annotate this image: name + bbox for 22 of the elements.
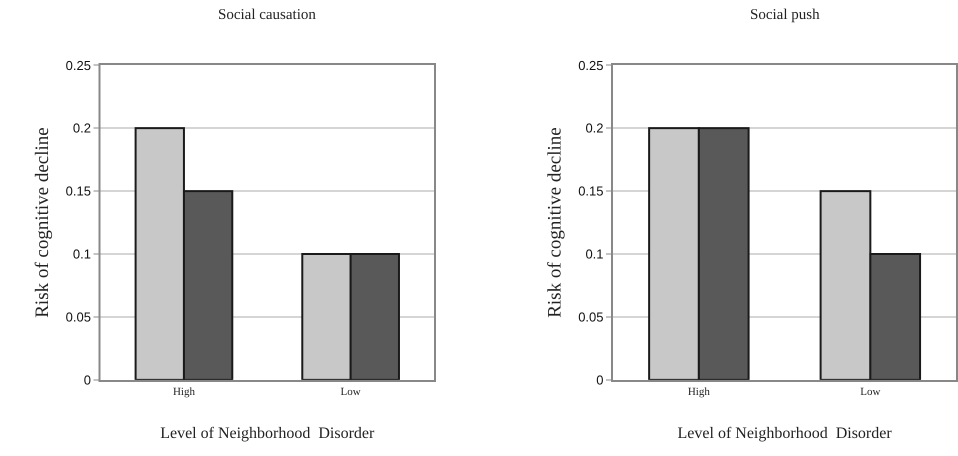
y-tick-label: 0.05 [578,309,604,324]
x-tick-label: High [688,386,710,398]
y-tick-label: 0.15 [66,184,91,199]
y-tick-label: 0.25 [578,58,604,73]
x-axis-title: Level of Neighborhood Disorder [160,425,376,442]
y-tick-label: 0.2 [585,120,604,136]
y-tick-label: 0.1 [72,246,91,262]
y-tick-label: 0.25 [66,58,91,73]
y-tick-label: 0.2 [72,120,91,136]
chart-title: Social push [750,7,820,23]
chart-title: Social causation [218,7,316,23]
x-tick-label: Low [340,386,361,398]
y-axis-title: Risk of cognitive decline [544,127,566,318]
y-tick-label: 0.15 [578,184,604,199]
y-tick-label: 0.05 [66,309,91,324]
y-tick-label: 0 [596,372,604,388]
y-axis-title: Risk of cognitive decline [32,127,54,318]
x-axis-title: Level of Neighborhood Disorder [678,425,892,442]
x-tick-label: High [172,386,196,398]
y-tick-label: 0 [84,372,91,388]
x-tick-label: Low [860,386,880,398]
y-tick-label: 0.1 [585,246,604,262]
